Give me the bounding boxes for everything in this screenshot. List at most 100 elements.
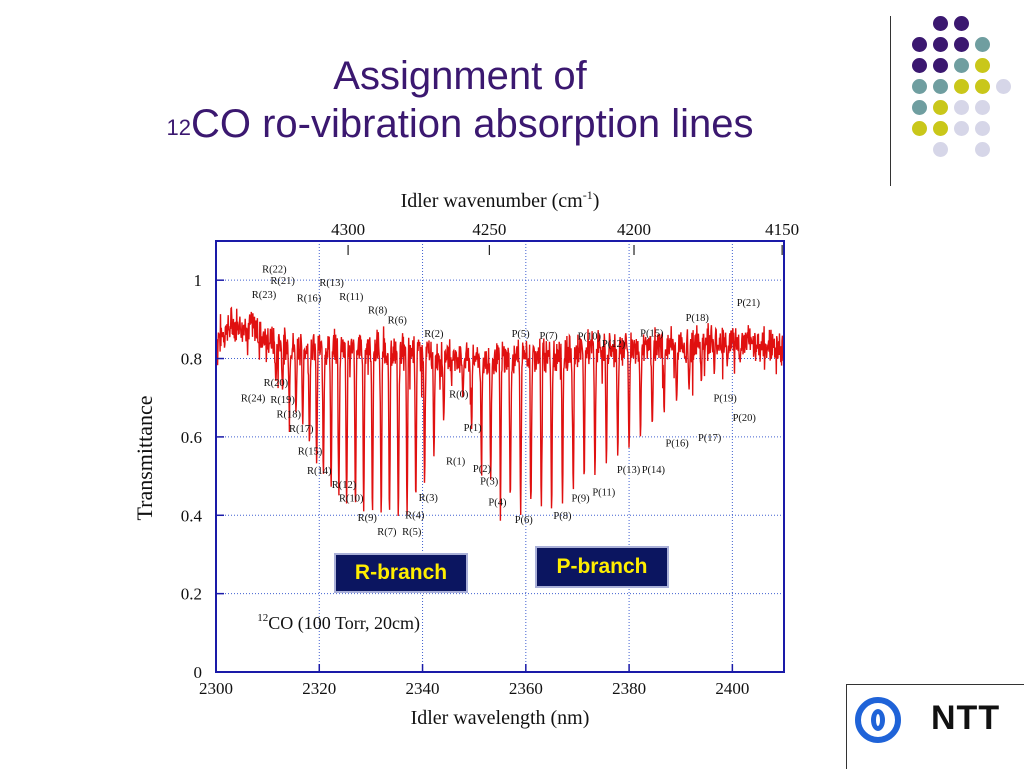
x-tick-label: 2380: [612, 679, 646, 698]
absorption-line-label: P(19): [713, 394, 737, 405]
absorption-line-label: P(13): [617, 465, 641, 476]
ntt-logo-text: NTT: [931, 699, 1001, 737]
absorption-line-label: R(10): [339, 494, 364, 505]
ntt-logo-icon: [855, 697, 901, 743]
decorative-dot: [933, 37, 948, 52]
p-branch-label: P-branch: [535, 546, 669, 588]
absorption-line-label: P(7): [539, 331, 558, 342]
absorption-line-label: R(19): [270, 395, 295, 406]
decorative-dot: [954, 79, 969, 94]
title-line-1: Assignment of: [333, 54, 587, 98]
decorative-dot: [954, 121, 969, 136]
absorption-line-label: P(18): [686, 313, 710, 324]
decorative-dot-grid: [900, 12, 1020, 172]
y-tick-label: 1: [194, 271, 203, 290]
absorption-line-label: P(17): [698, 433, 722, 444]
x-axis-title: Idler wavelength (nm): [411, 707, 590, 729]
decorative-dot: [954, 16, 969, 31]
absorption-line-label: R(9): [358, 513, 378, 524]
decorative-dot: [954, 58, 969, 73]
absorption-line-label: R(21): [270, 276, 295, 287]
decorative-dot: [996, 79, 1011, 94]
x-tick-label: 2400: [715, 679, 749, 698]
decorative-dot: [975, 142, 990, 157]
absorption-line-label: R(0): [449, 390, 469, 401]
absorption-line-label: P(14): [642, 465, 666, 476]
decorative-dot: [975, 79, 990, 94]
x-tick-label: 2340: [406, 679, 440, 698]
absorption-line-label: R(2): [424, 329, 444, 340]
absorption-line-label: R(6): [388, 315, 408, 326]
decorative-dot: [933, 121, 948, 136]
slide-title: Assignment of 12CO ro-vibration absorpti…: [40, 52, 880, 148]
decorative-divider: [890, 16, 891, 186]
decorative-dot: [954, 100, 969, 115]
sample-annotation: 12CO (100 Torr, 20cm): [257, 612, 420, 634]
top-tick-label: 4150: [765, 220, 799, 239]
absorption-line-label: P(9): [572, 494, 591, 505]
ntt-logo: NTT: [846, 684, 1024, 769]
absorption-line-label: R(8): [368, 305, 388, 316]
decorative-dot: [975, 58, 990, 73]
decorative-dot: [912, 79, 927, 94]
title-line-2-text: CO ro-vibration absorption lines: [191, 102, 754, 146]
x-tick-label: 2360: [509, 679, 543, 698]
absorption-line-label: P(12): [602, 339, 626, 350]
y-tick-label: 0.6: [181, 428, 202, 447]
absorption-line-label: R(23): [252, 290, 277, 301]
absorption-line-label: R(15): [298, 447, 323, 458]
absorption-line-label: R(20): [264, 378, 289, 389]
top-tick-label: 4200: [617, 220, 651, 239]
decorative-dot: [975, 37, 990, 52]
decorative-dot: [912, 58, 927, 73]
top-tick-label: 4300: [331, 220, 365, 239]
absorption-line-label: P(1): [464, 423, 483, 434]
absorption-line-label: R(13): [319, 278, 344, 289]
r-branch-label: R-branch: [334, 553, 468, 593]
x-tick-label: 2300: [199, 679, 233, 698]
absorption-line-label: P(2): [473, 464, 492, 475]
plot-frame: [215, 240, 785, 673]
absorption-line-label: R(17): [289, 424, 314, 435]
title-superscript: 12: [166, 115, 191, 140]
absorption-line-label: P(10): [578, 332, 602, 343]
absorption-line-label: P(4): [488, 497, 507, 508]
absorption-line-label: R(1): [446, 456, 466, 467]
absorption-line-label: P(16): [665, 439, 689, 450]
top-axis-title: Idler wavenumber (cm-1): [401, 188, 600, 212]
absorption-line-label: P(15): [640, 329, 664, 340]
y-axis-title: Transmittance: [132, 395, 157, 520]
absorption-line-label: P(3): [480, 477, 499, 488]
decorative-dot: [912, 121, 927, 136]
absorption-line-label: P(20): [733, 413, 757, 424]
y-tick-label: 0.8: [181, 350, 202, 369]
decorative-dot: [975, 121, 990, 136]
absorption-line-label: R(14): [307, 466, 332, 477]
absorption-line-label: P(6): [515, 515, 534, 526]
absorption-line-label: R(24): [241, 394, 266, 405]
spectrum-line: [215, 306, 785, 521]
absorption-line-label: P(5): [512, 329, 531, 340]
x-tick-label: 2320: [302, 679, 336, 698]
absorption-line-label: R(16): [297, 294, 322, 305]
decorative-dot: [933, 100, 948, 115]
y-tick-label: 0.2: [181, 585, 202, 604]
decorative-dot: [975, 100, 990, 115]
decorative-dot: [912, 100, 927, 115]
absorption-line-label: R(18): [277, 409, 302, 420]
absorption-line-label: R(7): [377, 527, 397, 538]
decorative-dot: [933, 142, 948, 157]
absorption-line-label: P(11): [592, 488, 615, 499]
absorption-line-label: P(8): [553, 511, 572, 522]
absorption-line-label: R(4): [405, 510, 425, 521]
absorption-line-label: R(3): [419, 493, 439, 504]
y-tick-label: 0: [194, 663, 203, 682]
absorption-line-label: P(21): [737, 298, 761, 309]
title-line-2: 12CO ro-vibration absorption lines: [40, 100, 880, 148]
absorption-line-label: R(22): [262, 264, 287, 275]
absorption-line-label: R(5): [402, 527, 422, 538]
decorative-dot: [933, 16, 948, 31]
decorative-dot: [933, 79, 948, 94]
y-tick-label: 0.4: [181, 506, 203, 525]
